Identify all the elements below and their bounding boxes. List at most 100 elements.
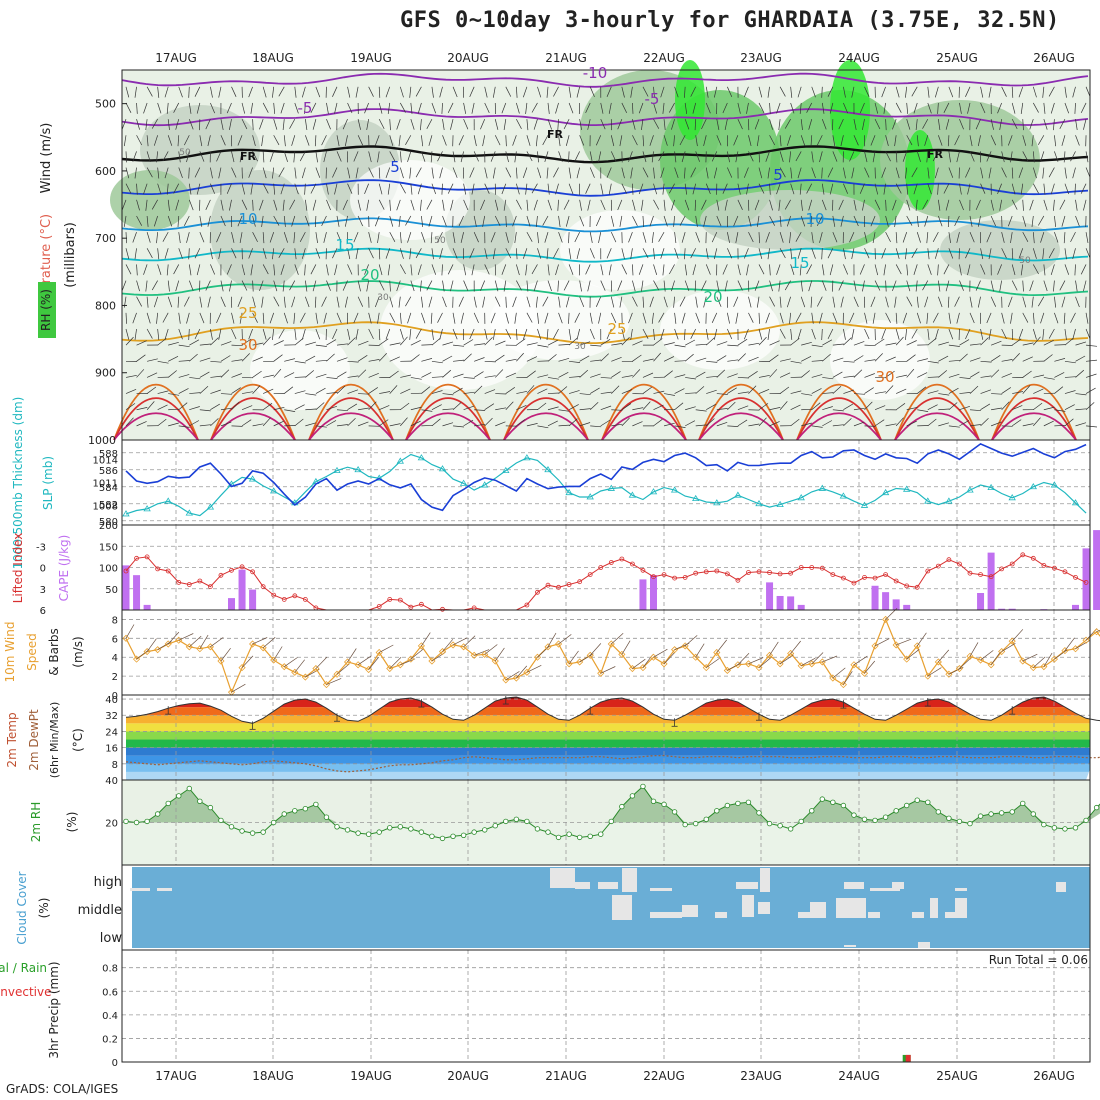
wind-barb: [969, 151, 975, 162]
wind-barb: [437, 231, 443, 243]
wind-barb: [385, 328, 391, 340]
wind-barb: [469, 248, 475, 259]
wind-barb: [495, 407, 507, 411]
wind-barb: [1048, 167, 1055, 178]
wind-barb: [662, 183, 665, 195]
wind-barb: [289, 280, 296, 291]
date-label-bottom: 26AUG: [1033, 1069, 1075, 1083]
wind-barb: [347, 167, 351, 179]
wind-barb: [241, 405, 253, 411]
wind-barb: [756, 215, 760, 227]
thickness-point: [269, 487, 278, 494]
wind-barb: [716, 369, 726, 378]
rh-point: [925, 799, 931, 805]
wind-speed-point: [1061, 647, 1069, 655]
wind-barb: [685, 406, 696, 411]
wind-barb: [1064, 390, 1076, 394]
cape-tick: 200: [99, 521, 118, 532]
wind-barb: [310, 264, 317, 275]
wind-barb: [737, 199, 743, 210]
thickness-point: [1050, 481, 1059, 488]
wind-barb: [121, 280, 127, 291]
wind-barb: [906, 368, 915, 378]
wind-barb: [660, 248, 665, 259]
wind-barb: [294, 86, 297, 98]
wind-barb: [1022, 370, 1032, 378]
lifted-index-point: [608, 560, 614, 565]
wind-barb: [917, 372, 928, 378]
wind-barb: [986, 151, 992, 162]
wind-barb: [932, 151, 939, 162]
wind-barb: [632, 354, 642, 362]
wind-barb: [990, 135, 997, 146]
wind-speed-point: [164, 640, 172, 648]
wind-barb: [157, 86, 160, 98]
wind-barb: [937, 264, 939, 276]
wind-barb: [495, 354, 505, 362]
wind-barb: [1001, 401, 1010, 410]
wind-barb: [674, 232, 677, 244]
wind-barb: [938, 135, 943, 146]
lifted-index-point: [672, 575, 677, 581]
wind-barb: [724, 119, 728, 130]
wind-barb: [378, 199, 385, 210]
wind-barb-10m: [379, 644, 394, 653]
wind-barb: [610, 312, 617, 323]
wind-barb: [1075, 296, 1080, 308]
wind-barb: [473, 296, 477, 308]
wind-barb: [248, 248, 253, 259]
wind-barb: [516, 338, 526, 346]
cape-bar: [122, 565, 130, 610]
wind-barb: [1022, 356, 1033, 362]
thickness-point: [438, 465, 447, 472]
wind-barb: [1011, 338, 1022, 346]
wind-barb: [727, 373, 738, 378]
isotherm-20: [121, 280, 1089, 298]
wind-barb: [525, 102, 528, 114]
wind-barb: [649, 296, 654, 308]
wind-barb-10m: [178, 633, 194, 641]
wind-barb: [121, 199, 127, 211]
wind-barb: [294, 376, 306, 378]
wind-speed-point: [544, 643, 552, 651]
axis-label-cloud: Cloud Cover: [15, 871, 29, 944]
wind-barb: [779, 372, 791, 378]
wind-barb: [537, 312, 539, 324]
lifted-index-point: [239, 564, 245, 570]
wind-barb: [546, 328, 549, 341]
wind-barb: [533, 199, 538, 211]
lifted-index-point: [978, 572, 983, 577]
rh-point: [471, 829, 477, 835]
rh-point: [450, 833, 456, 839]
rh-point: [460, 832, 467, 838]
wind-barb: [321, 135, 327, 146]
wind-barb: [641, 199, 644, 211]
wind-barb: [210, 389, 221, 394]
wind-barb: [474, 409, 486, 411]
wind-barb: [789, 151, 791, 163]
wind-barb: [273, 406, 285, 411]
lifted-index-point: [999, 566, 1005, 572]
wind-speed-point: [860, 669, 869, 677]
wind-barb: [849, 312, 855, 324]
wind-barb: [568, 390, 580, 394]
wind-barb: [905, 328, 908, 340]
wind-barb: [409, 248, 412, 260]
wind-barb: [590, 387, 600, 394]
wind-barb: [801, 341, 812, 346]
wind-barb: [547, 102, 550, 114]
thickness-point: [649, 488, 658, 495]
lifted-index-point: [714, 568, 720, 574]
wind-barb: [832, 312, 838, 324]
wind-speed-point: [713, 648, 721, 657]
wind-barb: [754, 118, 760, 130]
wind-barb: [975, 199, 981, 211]
wind-barb: [473, 215, 477, 227]
wind-barb: [1022, 119, 1024, 131]
isotherm-warm: [308, 383, 394, 441]
wind-barb: [259, 280, 264, 292]
wind-barb: [947, 135, 950, 147]
wind-barb: [220, 215, 226, 227]
wind-barb: [342, 118, 348, 130]
wind-barb: [420, 119, 422, 131]
